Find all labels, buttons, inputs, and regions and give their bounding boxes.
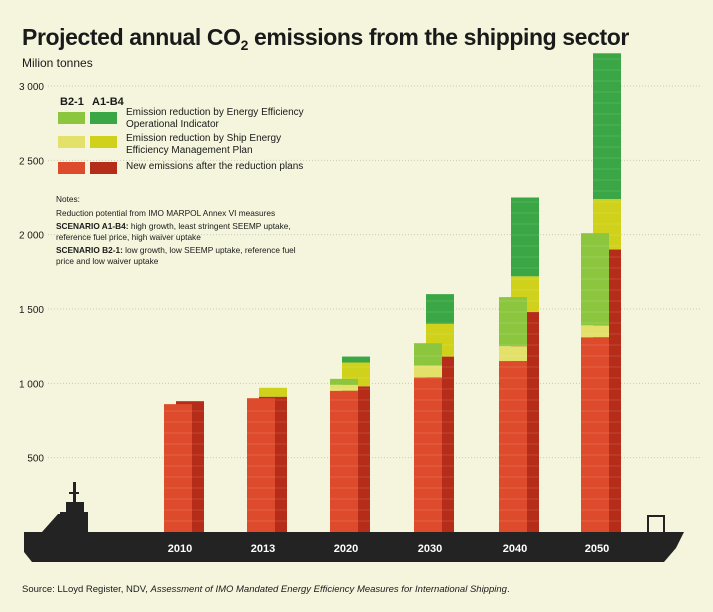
ship-mast-cross <box>69 492 79 494</box>
notes-scenario-a1b4: SCENARIO A1-B4: high growth, least strin… <box>56 221 291 242</box>
y-tick-label: 500 <box>27 454 44 465</box>
legend-header-b21: B2-1 <box>60 96 84 108</box>
x-tick-label: 2020 <box>334 543 358 555</box>
notes: Notes: Reduction potential from IMO MARP… <box>56 194 306 269</box>
notes-heading: Notes: <box>56 194 80 204</box>
ship-deckhouse <box>66 502 84 514</box>
bar-2050-b2-1-new-emissions <box>581 337 609 532</box>
bar-2013-a1-b4-seemp-reduction <box>259 387 287 397</box>
bar-2030-a1-b4-eeoi-reduction <box>426 294 454 324</box>
legend-label-new-emissions: New emissions after the reduction plans <box>126 161 304 172</box>
bars <box>164 53 621 533</box>
bar-2030-b2-1-seemp-reduction <box>414 365 442 378</box>
ship-hull <box>24 514 684 562</box>
legend-label-eeoi: Emission reduction by Energy Efficiency … <box>126 107 304 130</box>
bar-2020-b2-1-eeoi-reduction <box>330 378 358 385</box>
legend-swatch-seemp-a1b4 <box>90 136 117 148</box>
legend-label-seemp: Emission reduction by Ship Energy Effici… <box>126 133 282 156</box>
y-tick-label: 2 000 <box>19 231 44 242</box>
bar-2030-b2-1-eeoi-reduction <box>414 343 442 366</box>
source-note: Source: LLoyd Register, NDV, Assessment … <box>22 584 510 595</box>
bar-2050-b2-1-eeoi-reduction <box>581 233 609 326</box>
bar-2010-b2-1-new-emissions <box>164 404 192 532</box>
chart-title: Projected annual CO2 emissions from the … <box>22 24 629 53</box>
bar-2040-b2-1-eeoi-reduction <box>499 297 527 347</box>
bar-2020-b2-1-new-emissions <box>330 390 358 532</box>
legend-swatch-new-a1b4 <box>90 162 117 174</box>
bar-2020-a1-b4-eeoi-reduction <box>342 356 370 363</box>
ship-stern-rail <box>647 515 665 532</box>
x-axis-labels: 2010 2013 2020 2030 2040 2050 <box>168 543 609 555</box>
y-tick-label: 1 000 <box>19 379 44 390</box>
legend-swatch-eeoi-a1b4 <box>90 112 117 124</box>
x-tick-label: 2050 <box>585 543 609 555</box>
legend-swatch-seemp-b21 <box>58 136 85 148</box>
y-tick-label: 3 000 <box>19 82 44 93</box>
notes-scenario-b21: SCENARIO B2-1: low growth, low SEEMP upt… <box>56 245 296 266</box>
bar-2030-b2-1-new-emissions <box>414 377 442 532</box>
bar-2040-b2-1-seemp-reduction <box>499 346 527 362</box>
legend-swatch-new-b21 <box>58 162 85 174</box>
bar-2050-a1-b4-eeoi-reduction <box>593 53 621 199</box>
x-tick-label: 2013 <box>251 543 275 555</box>
y-axis-ticks: 500 1 000 1 500 2 000 2 500 3 000 <box>19 82 44 465</box>
y-tick-label: 1 500 <box>19 305 44 316</box>
y-axis-unit-label: Milion tonnes <box>22 56 93 70</box>
ship-hull-baseline <box>24 482 684 562</box>
ship-bridge <box>60 512 88 532</box>
bar-2050-b2-1-seemp-reduction <box>581 325 609 338</box>
bar-2040-b2-1-new-emissions <box>499 361 527 532</box>
bar-2040-a1-b4-eeoi-reduction <box>511 197 539 277</box>
legend-swatch-eeoi-b21 <box>58 112 85 124</box>
y-tick-label: 2 500 <box>19 156 44 167</box>
legend-header-a1b4: A1-B4 <box>92 96 124 108</box>
x-tick-label: 2040 <box>503 543 527 555</box>
bar-2013-b2-1-new-emissions <box>247 398 275 532</box>
bar-2020-b2-1-seemp-reduction <box>330 384 358 391</box>
x-tick-label: 2010 <box>168 543 192 555</box>
notes-line: Reduction potential from IMO MARPOL Anne… <box>56 207 276 218</box>
x-tick-label: 2030 <box>418 543 442 555</box>
